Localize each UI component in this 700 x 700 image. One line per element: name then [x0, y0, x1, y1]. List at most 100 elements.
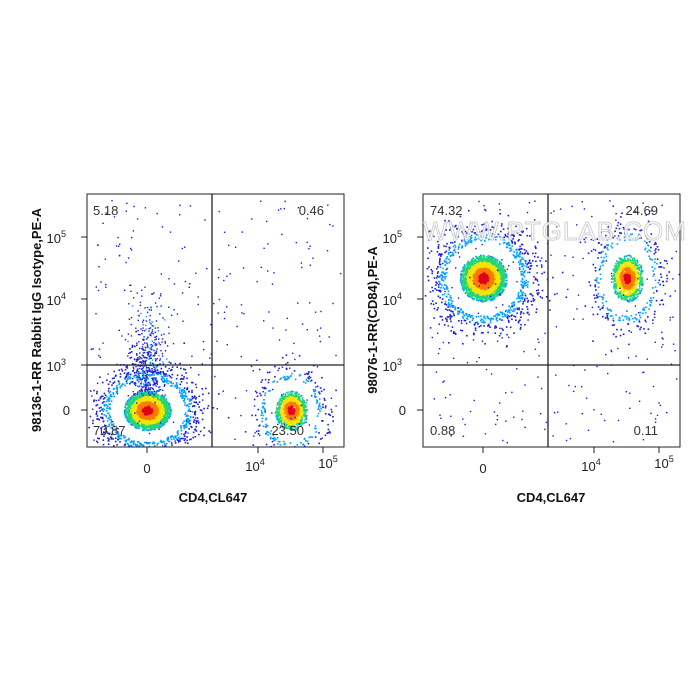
- event-dot: [136, 377, 139, 379]
- event-dot: [181, 374, 183, 377]
- event-dot: [265, 426, 267, 428]
- event-dot: [188, 428, 190, 430]
- event-dot: [172, 421, 175, 423]
- event-dot: [176, 387, 178, 389]
- event-dot: [303, 422, 306, 424]
- event-dot: [131, 419, 133, 421]
- event-dot: [126, 372, 129, 375]
- event-dot: [132, 395, 135, 398]
- event-dot: [161, 402, 164, 405]
- event-dot: [161, 397, 164, 400]
- event-dot: [296, 444, 298, 446]
- event-dot: [154, 425, 156, 427]
- event-dot: [115, 387, 118, 390]
- event-dot: [289, 425, 292, 428]
- event-dot: [162, 376, 164, 378]
- event-dot: [157, 394, 160, 396]
- event-dot: [146, 418, 148, 420]
- event-dot: [118, 245, 120, 247]
- event-dot: [286, 361, 289, 364]
- event-dot: [170, 435, 173, 438]
- event-dot: [153, 400, 155, 403]
- event-dot: [256, 359, 258, 361]
- event-dot: [184, 438, 186, 440]
- event-dot: [284, 407, 286, 409]
- event-dot: [290, 421, 292, 423]
- event-dot: [287, 423, 289, 426]
- event-dot: [123, 444, 126, 447]
- event-dot: [135, 427, 138, 429]
- event-dot: [140, 411, 142, 414]
- event-dot: [295, 410, 297, 412]
- event-dot: [166, 402, 169, 404]
- event-dot: [263, 387, 266, 390]
- event-dot: [297, 413, 300, 415]
- event-dot: [168, 374, 171, 377]
- event-dot: [180, 426, 182, 429]
- event-dot: [135, 414, 138, 416]
- event-dot: [278, 404, 281, 407]
- event-dot: [152, 406, 155, 409]
- event-dot: [137, 408, 140, 410]
- event-dot: [322, 406, 324, 408]
- event-dot: [190, 425, 192, 428]
- event-dot: [99, 410, 101, 412]
- event-dot: [193, 421, 195, 423]
- event-dot: [139, 418, 142, 420]
- event-dot: [207, 405, 210, 407]
- event-dot: [309, 264, 311, 266]
- event-dot: [214, 375, 216, 378]
- event-dot: [189, 403, 191, 405]
- event-dot: [186, 377, 188, 380]
- event-dot: [160, 370, 162, 373]
- event-dot: [281, 424, 283, 426]
- event-dot: [138, 400, 141, 403]
- event-dot: [143, 412, 146, 415]
- event-dot: [107, 398, 109, 401]
- event-dot: [141, 408, 144, 411]
- event-dot: [183, 420, 185, 422]
- event-dot: [317, 406, 320, 408]
- event-dot: [188, 419, 190, 422]
- event-dot: [192, 416, 195, 419]
- event-dot: [294, 405, 297, 408]
- event-dot: [158, 406, 161, 408]
- event-dot: [139, 402, 142, 405]
- event-dot: [278, 339, 281, 341]
- event-dot: [159, 401, 161, 403]
- event-dot: [279, 420, 281, 422]
- event-dot: [185, 419, 188, 421]
- event-dot: [297, 396, 299, 399]
- event-dot: [129, 404, 132, 406]
- event-dot: [184, 402, 186, 404]
- event-dot: [284, 377, 287, 379]
- event-dot: [153, 409, 155, 412]
- event-dot: [193, 413, 196, 415]
- event-dot: [127, 399, 130, 402]
- event-dot: [287, 393, 290, 396]
- event-dot: [188, 421, 190, 423]
- event-dot: [136, 445, 138, 447]
- event-dot: [163, 420, 166, 423]
- event-dot: [287, 417, 290, 420]
- event-dot: [154, 399, 156, 401]
- event-dot: [183, 395, 185, 398]
- event-dot: [278, 400, 281, 403]
- event-dot: [148, 416, 150, 418]
- event-dot: [201, 399, 204, 401]
- event-dot: [295, 423, 298, 426]
- event-dot: [182, 422, 184, 424]
- event-dot: [138, 374, 140, 377]
- event-dot: [203, 426, 206, 429]
- event-dot: [143, 424, 146, 426]
- event-dot: [97, 418, 99, 420]
- event-dot: [285, 425, 288, 428]
- event-dot: [109, 433, 111, 435]
- event-dot: [299, 410, 302, 413]
- event-dot: [166, 417, 169, 420]
- event-dot: [143, 406, 146, 409]
- event-dot: [147, 401, 150, 403]
- event-dot: [107, 437, 109, 439]
- event-dot: [290, 413, 293, 415]
- event-dot: [253, 398, 256, 401]
